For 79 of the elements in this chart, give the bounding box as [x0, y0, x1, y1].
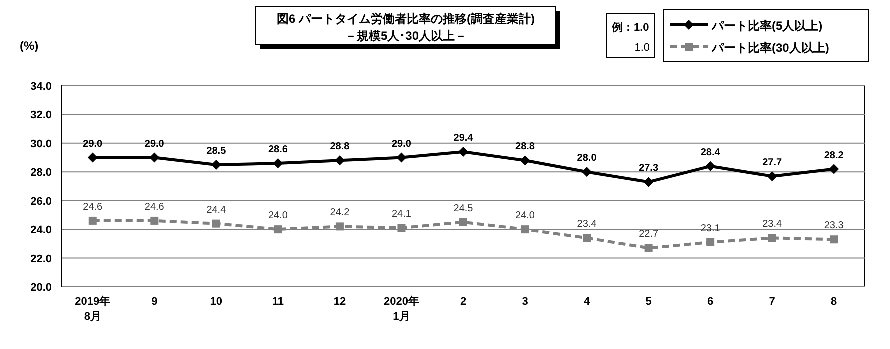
- point: [334, 156, 345, 166]
- point: [644, 244, 653, 252]
- chart-title: 図6 パートタイム労働者比率の推移(調査産業計): [277, 12, 536, 26]
- point: [644, 177, 654, 188]
- data-label: 29.0: [144, 138, 165, 150]
- x-tick-label: 3: [522, 296, 528, 308]
- data-label: 28.0: [577, 153, 598, 164]
- data-label: 29.4: [454, 133, 474, 144]
- legend-label: パート比率(5人以上): [711, 19, 823, 33]
- point: [150, 152, 160, 163]
- chart-subtitle: －規模5人･30人以上－: [344, 29, 468, 43]
- data-label: 24.0: [268, 210, 288, 222]
- point: [211, 160, 222, 170]
- y-tick-label: 26.0: [30, 196, 52, 208]
- data-label: 28.5: [206, 146, 227, 157]
- x-tick-label: 8: [831, 296, 838, 308]
- x-tick-label: 2020年 1月: [384, 295, 420, 323]
- point: [706, 238, 715, 246]
- point: [582, 167, 592, 178]
- data-label: 28.8: [330, 142, 350, 153]
- data-label: 29.0: [392, 138, 412, 150]
- point: [520, 156, 530, 166]
- y-tick-label: 24.0: [30, 224, 52, 237]
- point: [829, 164, 840, 174]
- point: [273, 158, 284, 169]
- data-label: 24.6: [83, 202, 104, 213]
- data-label: 27.3: [639, 163, 659, 174]
- y-tick-label: 30.0: [30, 138, 52, 150]
- x-tick-label: 9: [152, 296, 158, 308]
- y-tick-label: 34.0: [30, 81, 52, 93]
- y-tick-label: 20.0: [30, 282, 52, 294]
- x-tick-label: 7: [769, 296, 776, 308]
- point: [212, 220, 220, 228]
- data-label: 23.4: [577, 219, 598, 230]
- point: [830, 236, 838, 244]
- data-label: 27.7: [762, 157, 783, 168]
- point: [398, 224, 406, 232]
- y-axis-title: (%): [20, 39, 39, 53]
- point: [460, 218, 468, 226]
- x-tick-label: 11: [272, 296, 284, 308]
- data-label: 23.3: [824, 220, 844, 232]
- point: [521, 226, 530, 234]
- legend-label: パート比率(30人以上): [711, 41, 830, 55]
- data-label: 22.7: [639, 229, 659, 240]
- x-tick-label: 2: [460, 296, 467, 308]
- point: [767, 171, 778, 182]
- data-label: 28.2: [824, 150, 844, 162]
- point: [706, 161, 716, 172]
- data-label: 24.1: [392, 209, 412, 220]
- point: [150, 216, 159, 225]
- data-label: 24.0: [516, 210, 536, 222]
- data-label: 28.8: [516, 142, 536, 153]
- point: [336, 222, 344, 231]
- x-tick-label: 6: [708, 296, 714, 308]
- y-tick-label: 22.0: [30, 253, 52, 266]
- data-label: 24.4: [206, 204, 227, 216]
- data-label: 28.4: [700, 147, 721, 158]
- point: [396, 152, 407, 163]
- y-tick-label: 32.0: [30, 110, 52, 122]
- x-tick-label: 5: [646, 296, 652, 308]
- data-label: 24.6: [144, 202, 165, 213]
- point: [768, 234, 776, 242]
- data-label: 24.5: [454, 203, 474, 214]
- data-label: 23.4: [762, 219, 783, 230]
- text: 1.0: [634, 42, 650, 54]
- point: [458, 147, 468, 158]
- x-tick-label: 2019年 8月: [75, 295, 111, 323]
- point: [88, 152, 98, 163]
- x-tick-label: 12: [334, 296, 346, 308]
- data-label: 28.6: [268, 144, 288, 156]
- text: 例：1.0: [611, 21, 650, 34]
- x-tick-label: 10: [210, 296, 223, 308]
- y-tick-label: 28.0: [30, 167, 52, 180]
- point: [88, 216, 97, 225]
- data-label: 24.2: [330, 208, 350, 219]
- data-label: 29.0: [83, 138, 104, 150]
- point: [274, 226, 282, 234]
- x-tick-label: 4: [584, 296, 591, 308]
- point: [583, 234, 592, 242]
